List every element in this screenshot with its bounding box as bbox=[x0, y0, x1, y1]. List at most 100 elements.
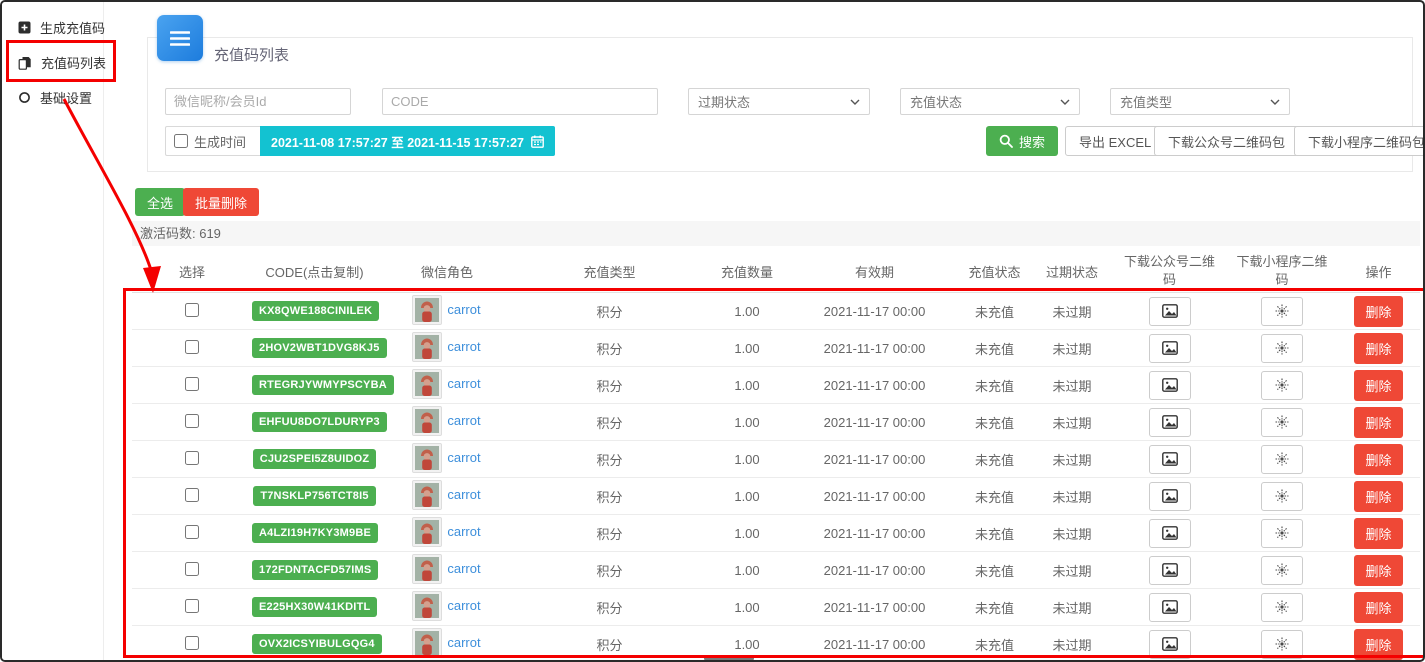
download-miniprogram-qr-button[interactable] bbox=[1261, 555, 1303, 585]
role-link[interactable]: carrot bbox=[447, 524, 481, 539]
role-link[interactable]: carrot bbox=[447, 487, 481, 502]
row-select-checkbox[interactable] bbox=[185, 598, 199, 613]
code-badge[interactable]: EHFUU8DO7LDURYP3 bbox=[252, 412, 387, 432]
delete-button[interactable]: 删除 bbox=[1354, 517, 1403, 549]
sidebar-item-code-list[interactable]: 充值码列表 bbox=[18, 53, 106, 72]
recharge-status-select[interactable]: 充值状态 bbox=[900, 88, 1080, 115]
download-miniprogram-qr-button[interactable] bbox=[1261, 444, 1303, 474]
code-badge[interactable]: A4LZI19H7KY3M9BE bbox=[252, 523, 379, 543]
expire-status-cell: 未过期 bbox=[1032, 625, 1112, 660]
download-miniprogram-qr-button[interactable] bbox=[1261, 518, 1303, 548]
role-link[interactable]: carrot bbox=[447, 561, 481, 576]
code-badge[interactable]: KX8QWE188CINILEK bbox=[252, 301, 380, 321]
download-miniprogram-qr-button[interactable] bbox=[1261, 370, 1303, 400]
menu-toggle-button[interactable] bbox=[157, 15, 203, 61]
code-badge[interactable]: OVX2ICSYIBULGQG4 bbox=[252, 634, 382, 654]
download-miniprogram-qr-package-button[interactable]: 下载小程序二维码包 bbox=[1294, 126, 1423, 156]
row-select-checkbox[interactable] bbox=[185, 524, 199, 539]
delete-button[interactable]: 删除 bbox=[1354, 332, 1403, 364]
download-official-qr-button[interactable] bbox=[1148, 518, 1191, 548]
select-all-button[interactable]: 全选 bbox=[135, 188, 186, 216]
recharge-status-cell: 未充值 bbox=[957, 403, 1032, 441]
row-select-checkbox[interactable] bbox=[185, 487, 199, 502]
row-select-checkbox[interactable] bbox=[185, 376, 199, 391]
role-link[interactable]: carrot bbox=[447, 376, 481, 391]
row-select-checkbox[interactable] bbox=[185, 561, 199, 576]
download-miniprogram-qr-button[interactable] bbox=[1261, 629, 1303, 659]
download-official-qr-button[interactable] bbox=[1148, 555, 1191, 585]
delete-button[interactable]: 删除 bbox=[1354, 295, 1403, 327]
sidebar-item-generate-code[interactable]: 生成充值码 bbox=[18, 18, 105, 37]
download-miniprogram-qr-button[interactable] bbox=[1261, 296, 1303, 326]
role-link[interactable]: carrot bbox=[447, 635, 481, 650]
sun-code-icon bbox=[1275, 378, 1289, 392]
recharge-status-cell: 未充值 bbox=[957, 440, 1032, 478]
row-select-checkbox[interactable] bbox=[185, 302, 199, 317]
delete-button[interactable]: 删除 bbox=[1354, 406, 1403, 438]
delete-button[interactable]: 删除 bbox=[1354, 369, 1403, 401]
code-badge[interactable]: T7NSKLP756TCT8I5 bbox=[253, 486, 376, 506]
valid-until-cell: 2021-11-17 00:00 bbox=[792, 551, 957, 589]
circle-icon bbox=[19, 92, 30, 103]
download-official-qr-button[interactable] bbox=[1148, 296, 1191, 326]
download-official-qr-button[interactable] bbox=[1148, 370, 1191, 400]
delete-button[interactable]: 删除 bbox=[1354, 480, 1403, 512]
download-miniprogram-qr-button[interactable] bbox=[1261, 407, 1303, 437]
expire-status-cell: 未过期 bbox=[1032, 292, 1112, 330]
recharge-type-select[interactable]: 充值类型 bbox=[1110, 88, 1290, 115]
role-link[interactable]: carrot bbox=[447, 450, 481, 465]
sun-code-icon bbox=[1275, 341, 1289, 355]
recharge-status-cell: 未充值 bbox=[957, 329, 1032, 367]
sidebar-item-basic-settings[interactable]: 基础设置 bbox=[18, 88, 92, 107]
code-badge[interactable]: 2HOV2WBT1DVG8KJ5 bbox=[252, 338, 387, 358]
role-link[interactable]: carrot bbox=[447, 413, 481, 428]
role-link[interactable]: carrot bbox=[447, 302, 481, 317]
download-official-qr-button[interactable] bbox=[1148, 592, 1191, 622]
image-icon bbox=[1161, 526, 1178, 540]
expire-status-select[interactable]: 过期状态 bbox=[688, 88, 870, 115]
export-excel-button[interactable]: 导出 EXCEL bbox=[1065, 126, 1166, 156]
row-select-checkbox[interactable] bbox=[185, 450, 199, 465]
chevron-down-icon bbox=[1270, 99, 1280, 105]
download-official-qr-button[interactable] bbox=[1148, 407, 1191, 437]
header-expire-status: 过期状态 bbox=[1032, 250, 1112, 293]
download-miniprogram-qr-button[interactable] bbox=[1261, 481, 1303, 511]
code-badge[interactable]: 172FDNTACFD57IMS bbox=[252, 560, 379, 580]
download-official-qr-button[interactable] bbox=[1148, 333, 1191, 363]
download-miniprogram-qr-button[interactable] bbox=[1261, 592, 1303, 622]
batch-delete-button[interactable]: 批量删除 bbox=[183, 188, 260, 216]
delete-button[interactable]: 删除 bbox=[1354, 591, 1403, 623]
code-badge[interactable]: E225HX30W41KDITL bbox=[252, 597, 378, 617]
horizontal-scrollbar-thumb[interactable] bbox=[704, 656, 754, 660]
expire-status-cell: 未过期 bbox=[1032, 588, 1112, 626]
download-official-qr-button[interactable] bbox=[1148, 444, 1191, 474]
recharge-type-select-value: 充值类型 bbox=[1120, 95, 1173, 110]
download-official-qr-package-button[interactable]: 下载公众号二维码包 bbox=[1154, 126, 1300, 156]
avatar bbox=[412, 405, 443, 436]
download-miniprogram-qr-button[interactable] bbox=[1261, 333, 1303, 363]
header-official-qr: 下载公众号二维码 bbox=[1112, 250, 1227, 293]
search-button[interactable]: 搜索 bbox=[986, 126, 1059, 156]
generate-time-checkbox[interactable] bbox=[174, 134, 188, 148]
copy-icon bbox=[18, 56, 31, 70]
sun-code-icon bbox=[1275, 415, 1289, 429]
nickname-member-id-input[interactable] bbox=[165, 88, 351, 115]
row-select-checkbox[interactable] bbox=[185, 635, 199, 650]
code-badge[interactable]: RTEGRJYWMYPSCYBA bbox=[252, 375, 394, 395]
delete-button[interactable]: 删除 bbox=[1354, 443, 1403, 475]
image-icon bbox=[1161, 637, 1178, 651]
role-link[interactable]: carrot bbox=[447, 339, 481, 354]
code-input[interactable] bbox=[382, 88, 658, 115]
date-range-button[interactable]: 2021-11-08 17:57:27 至 2021-11-15 17:57:2… bbox=[260, 126, 555, 156]
row-select-checkbox[interactable] bbox=[185, 339, 199, 354]
download-official-qr-button[interactable] bbox=[1148, 481, 1191, 511]
download-official-qr-label: 下载公众号二维码包 bbox=[1168, 134, 1286, 150]
download-official-qr-button[interactable] bbox=[1148, 629, 1191, 659]
row-select-checkbox[interactable] bbox=[185, 413, 199, 428]
table-row: 172FDNTACFD57IMS carrot bbox=[132, 551, 1420, 589]
code-badge[interactable]: CJU2SPEI5Z8UIDOZ bbox=[252, 449, 377, 469]
delete-button[interactable]: 删除 bbox=[1354, 628, 1403, 660]
table-row: E225HX30W41KDITL carrot bbox=[132, 588, 1420, 626]
delete-button[interactable]: 删除 bbox=[1354, 554, 1403, 586]
role-link[interactable]: carrot bbox=[447, 598, 481, 613]
